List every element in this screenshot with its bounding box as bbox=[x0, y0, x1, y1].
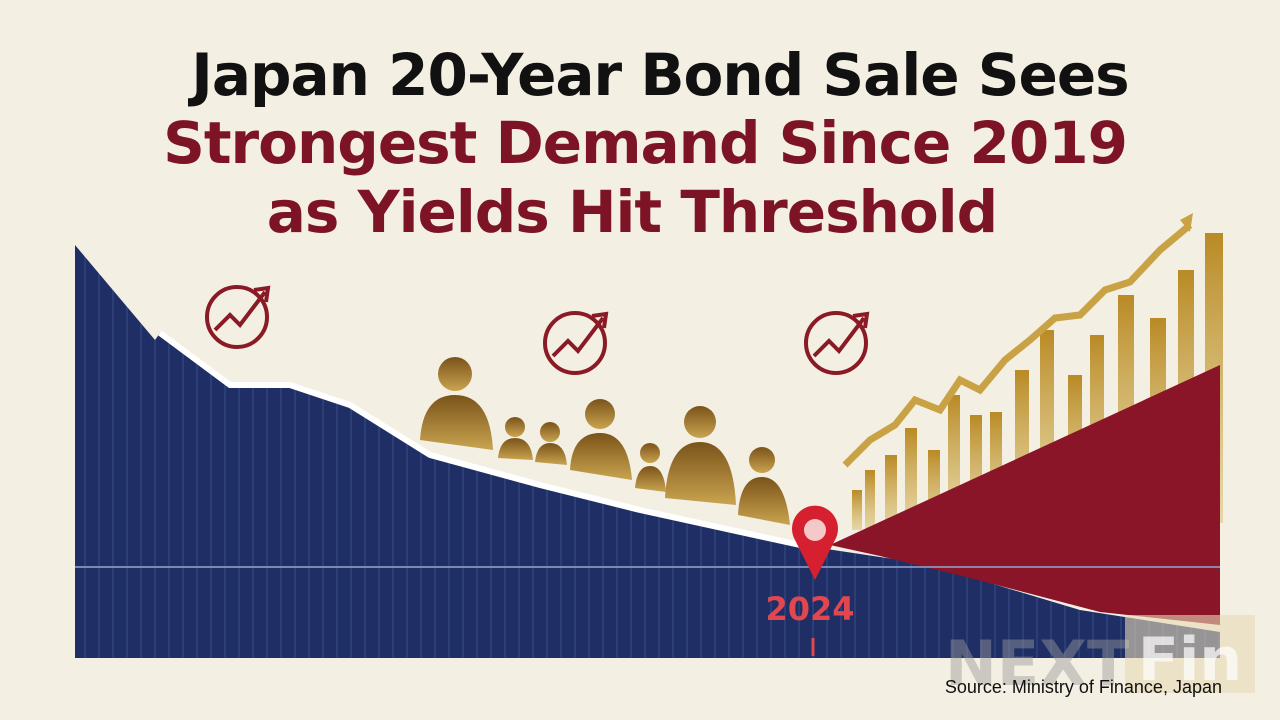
title-line: Japan 20-Year Bond Sale Sees bbox=[187, 41, 1128, 109]
watermark-left: NEXT bbox=[945, 627, 1129, 700]
title-line: as Yields Hit Threshold bbox=[267, 178, 997, 246]
area-edge bbox=[158, 330, 801, 548]
trend-arrow bbox=[842, 222, 1193, 468]
source-note: Source: Ministry of Finance, Japan bbox=[945, 677, 1222, 697]
location-pin bbox=[792, 505, 839, 580]
crowd bbox=[420, 357, 790, 525]
watermark-box bbox=[1125, 615, 1255, 693]
title-line: Strongest Demand Since 2019 bbox=[163, 109, 1127, 177]
location-pin-dot bbox=[804, 519, 826, 541]
year-label: 2024 bbox=[765, 590, 854, 628]
red-wedge bbox=[830, 365, 1220, 625]
trend-arrow-head bbox=[1180, 213, 1193, 232]
navy-area bbox=[75, 245, 1220, 658]
growth-icons bbox=[205, 285, 870, 375]
watermark-right: Fin bbox=[1138, 625, 1242, 695]
